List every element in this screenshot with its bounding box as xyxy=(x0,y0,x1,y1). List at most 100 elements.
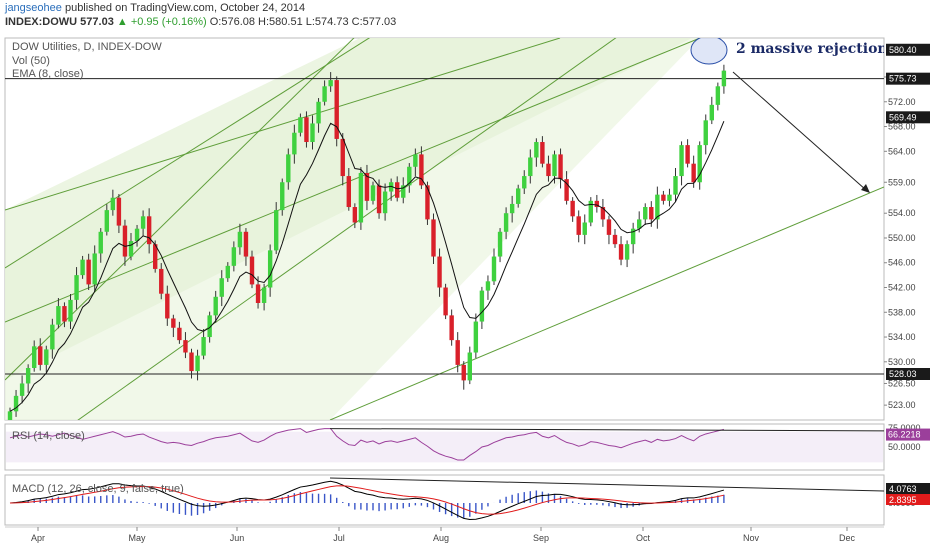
candle-body xyxy=(274,210,279,251)
candle-body xyxy=(267,250,273,288)
candle-body xyxy=(261,287,267,303)
chart-header: jangseohee published on TradingView.com,… xyxy=(0,0,932,32)
candle-body xyxy=(600,207,606,220)
projection-arrowhead xyxy=(861,184,870,193)
candle-body xyxy=(328,80,333,87)
annotation-text: 2 massive rejections xyxy=(736,41,896,57)
candle-body xyxy=(255,284,261,303)
candle-body xyxy=(637,219,642,229)
candle-body xyxy=(280,182,285,211)
macd-value-label: 4.0763 xyxy=(889,484,917,494)
price-tag-label: 528.03 xyxy=(889,369,917,379)
y-tick-label: 550.00 xyxy=(888,233,916,243)
candle-body xyxy=(516,188,521,204)
y-tick-label: 530.00 xyxy=(888,357,916,367)
candle-body xyxy=(134,228,140,242)
candle-body xyxy=(643,207,648,220)
rejection-circle xyxy=(690,38,728,65)
candle-body xyxy=(358,172,364,223)
candle-body xyxy=(316,101,321,124)
candle-body xyxy=(618,244,624,260)
channel-line xyxy=(77,38,617,420)
candle-body xyxy=(122,225,128,257)
price-tag xyxy=(886,72,930,85)
rsi-trendline xyxy=(329,428,885,432)
candle-body xyxy=(467,352,472,381)
macd-value-tag xyxy=(886,483,930,494)
candle-body xyxy=(116,197,122,226)
candle-body xyxy=(13,395,19,412)
candle-body xyxy=(661,194,666,201)
macd-signal-line xyxy=(9,485,725,515)
candle-body xyxy=(473,321,479,353)
author-link[interactable]: jangseohee xyxy=(5,2,62,14)
candle-body xyxy=(558,154,563,180)
candle-body xyxy=(691,163,696,183)
signal-value-tag xyxy=(886,494,930,505)
candle-body xyxy=(685,145,690,164)
candle-body xyxy=(286,154,291,183)
candle-body xyxy=(189,352,194,372)
y-tick-label: 572.00 xyxy=(888,97,916,107)
publish-line: jangseohee published on TradingView.com,… xyxy=(5,2,305,14)
candle-body xyxy=(352,207,358,223)
y-tick-label: 546.00 xyxy=(888,258,916,268)
x-tick-label: Nov xyxy=(743,533,760,543)
candle-body xyxy=(497,231,503,257)
candle-body xyxy=(195,355,200,372)
price-tag xyxy=(886,43,930,56)
candle-body xyxy=(522,176,527,189)
candle-body xyxy=(624,244,630,260)
candle-body xyxy=(715,86,721,105)
candle-body xyxy=(395,182,400,198)
channel-line xyxy=(5,38,371,269)
rsi-tick-label: 50.0000 xyxy=(888,442,921,452)
rsi-value-label: 66.2218 xyxy=(888,430,921,440)
candle-body xyxy=(401,185,406,198)
candle-body xyxy=(709,104,714,121)
candle-body xyxy=(74,275,79,300)
candle-body xyxy=(304,117,309,143)
candle-body xyxy=(68,299,73,322)
y-tick-label: 534.00 xyxy=(888,332,916,342)
candle-body xyxy=(225,265,230,279)
x-tick-label: Sep xyxy=(533,533,549,543)
candle-body xyxy=(80,259,85,276)
price-tag-label: 580.40 xyxy=(889,45,917,55)
candle-body xyxy=(310,123,315,143)
candle-body xyxy=(243,231,249,257)
candle-body xyxy=(213,296,218,316)
candle-body xyxy=(419,154,424,186)
channel-fill-lower xyxy=(5,38,700,420)
y-tick-label: 542.00 xyxy=(888,283,916,293)
candle-body xyxy=(50,324,55,350)
candle-body xyxy=(32,346,37,368)
candle-body xyxy=(334,80,339,139)
candle-body xyxy=(667,194,672,201)
candle-body xyxy=(219,278,224,297)
candle-body xyxy=(679,145,684,177)
candle-body xyxy=(104,210,109,232)
macd-pane-border xyxy=(4,474,885,526)
candle-body xyxy=(159,268,164,294)
candle-body xyxy=(25,367,31,384)
candle-body xyxy=(62,306,67,322)
candle-body xyxy=(443,287,448,316)
candle-body xyxy=(407,166,412,186)
candle-body xyxy=(455,340,460,365)
candle-body xyxy=(606,219,612,235)
price-tag xyxy=(886,367,930,380)
symbol-label: INDEX:DOWU xyxy=(5,16,78,28)
y-tick-label: 564.00 xyxy=(888,146,916,156)
candle-body xyxy=(576,216,581,235)
candle-body xyxy=(340,138,345,177)
quote-line: INDEX:DOWU 577.03 ▲ +0.95 (+0.16%) O:576… xyxy=(5,16,396,28)
candle-body xyxy=(177,327,182,341)
y-tick-label: 568.00 xyxy=(888,122,916,132)
price-tag xyxy=(886,111,930,124)
rsi-line xyxy=(9,428,725,461)
rsi-value-tag xyxy=(886,428,930,441)
candle-body xyxy=(376,185,382,214)
